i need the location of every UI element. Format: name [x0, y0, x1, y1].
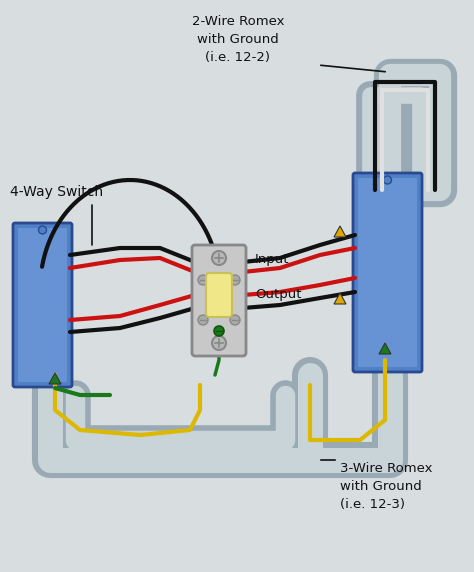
- FancyBboxPatch shape: [353, 173, 422, 372]
- Circle shape: [38, 226, 46, 234]
- Circle shape: [212, 336, 226, 350]
- FancyBboxPatch shape: [358, 178, 417, 367]
- FancyBboxPatch shape: [13, 223, 72, 387]
- Polygon shape: [379, 343, 391, 354]
- FancyBboxPatch shape: [192, 245, 246, 356]
- Text: Output: Output: [255, 288, 301, 301]
- Text: Input: Input: [255, 253, 290, 266]
- Text: 3-Wire Romex
with Ground
(i.e. 12-3): 3-Wire Romex with Ground (i.e. 12-3): [340, 462, 432, 511]
- Polygon shape: [334, 226, 346, 237]
- Text: 4-Way Switch: 4-Way Switch: [10, 185, 103, 245]
- Text: 2-Wire Romex
with Ground
(i.e. 12-2): 2-Wire Romex with Ground (i.e. 12-2): [192, 15, 284, 64]
- Circle shape: [198, 315, 208, 325]
- Circle shape: [214, 326, 224, 336]
- Circle shape: [198, 275, 208, 285]
- Polygon shape: [49, 373, 61, 384]
- Polygon shape: [334, 293, 346, 304]
- Circle shape: [212, 251, 226, 265]
- Circle shape: [383, 176, 392, 184]
- Circle shape: [230, 315, 240, 325]
- FancyBboxPatch shape: [18, 228, 67, 382]
- FancyBboxPatch shape: [206, 273, 232, 317]
- Circle shape: [230, 275, 240, 285]
